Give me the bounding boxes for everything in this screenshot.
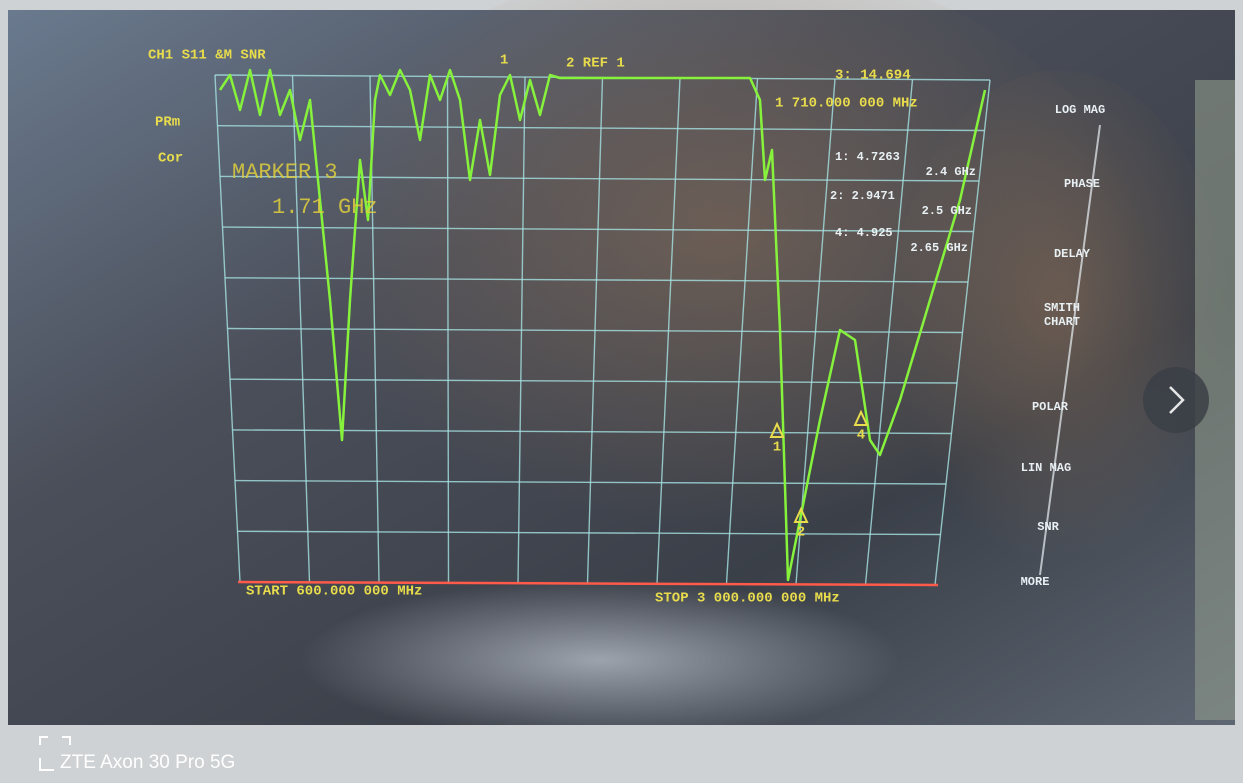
start-frequency: START 600.000 000 MHz bbox=[246, 584, 422, 600]
baseline bbox=[237, 580, 939, 587]
side-label: Cor bbox=[158, 151, 183, 167]
softkey-rail bbox=[1039, 124, 1101, 576]
camera-bracket bbox=[39, 736, 71, 745]
reflection bbox=[890, 70, 1230, 590]
softkey[interactable]: SNR bbox=[1006, 517, 1090, 537]
softkey[interactable]: SMITH CHART bbox=[1044, 301, 1080, 329]
grid-line bbox=[237, 530, 941, 536]
softkey[interactable]: LOG MAG bbox=[1038, 100, 1122, 120]
active-marker-frequency: 1 710.000 000 MHz bbox=[775, 96, 918, 112]
grid-line bbox=[725, 78, 759, 585]
side-label: PRm bbox=[155, 115, 180, 131]
trace bbox=[218, 68, 987, 582]
softkeys: LOG MAG PHASE DELAY SMITH CHART POLAR LIN MAG S… bbox=[993, 100, 1124, 592]
softkey-label[interactable]: SNR bbox=[1037, 520, 1059, 534]
stop-frequency: STOP 3 000.000 000 MHz bbox=[655, 591, 840, 607]
camera-bracket bbox=[39, 758, 54, 771]
marker-triangle bbox=[769, 421, 785, 438]
marker-list-value: 4: 4.925 bbox=[835, 226, 893, 240]
grid-line bbox=[656, 77, 681, 584]
marker-triangle bbox=[793, 506, 809, 523]
glare bbox=[300, 580, 900, 740]
softkey[interactable]: DELAY bbox=[1030, 244, 1114, 264]
active-marker-readout: 3: 14.694 bbox=[835, 68, 911, 84]
marker-value: 1.71 GHz bbox=[272, 195, 378, 220]
channel-header: CH1 S11 &M SNR bbox=[148, 48, 266, 64]
softkey[interactable]: POLAR bbox=[1008, 397, 1092, 417]
marker-list-frequency: 2.5 GHz bbox=[922, 204, 972, 218]
grid-line bbox=[232, 429, 952, 435]
trace-marker-label: 2 bbox=[797, 525, 805, 541]
grid-line bbox=[795, 78, 836, 585]
grid-line bbox=[864, 79, 914, 585]
marker-list-frequency: 2.65 GHz bbox=[910, 241, 968, 255]
top-marker: 2 REF 1 bbox=[566, 56, 625, 72]
softkey-label[interactable]: SMITH CHART bbox=[1044, 301, 1080, 329]
marker-triangle bbox=[853, 409, 869, 426]
top-marker: 1 bbox=[500, 53, 508, 69]
softkey-label[interactable]: DELAY bbox=[1054, 247, 1091, 261]
grid-line bbox=[234, 479, 947, 485]
softkey-label[interactable]: MORE bbox=[1021, 575, 1050, 589]
marker-list-value: 2: 2.9471 bbox=[830, 189, 895, 203]
next-icon bbox=[1169, 386, 1185, 414]
softkey-label[interactable]: LIN MAG bbox=[1021, 461, 1071, 475]
softkey-label[interactable]: LOG MAG bbox=[1055, 103, 1105, 117]
marker-list-value: 1: 4.7263 bbox=[835, 150, 900, 164]
grid-line bbox=[934, 79, 991, 586]
softkey[interactable]: PHASE bbox=[1040, 174, 1124, 194]
softkey-label[interactable]: POLAR bbox=[1032, 400, 1069, 414]
trace-marker-label: 1 bbox=[773, 440, 781, 456]
grid-line bbox=[229, 378, 958, 384]
watermark: ZTE Axon 30 Pro 5G bbox=[60, 752, 235, 773]
trace-marker-label: 4 bbox=[857, 428, 865, 444]
next-button[interactable] bbox=[1143, 367, 1209, 433]
softkey[interactable]: LIN MAG bbox=[1004, 458, 1088, 478]
softkey-label[interactable]: PHASE bbox=[1064, 177, 1100, 191]
marker-list-frequency: 2.4 GHz bbox=[926, 165, 976, 179]
softkey[interactable]: MORE bbox=[993, 572, 1077, 592]
marker-title: MARKER 3 bbox=[232, 160, 338, 185]
